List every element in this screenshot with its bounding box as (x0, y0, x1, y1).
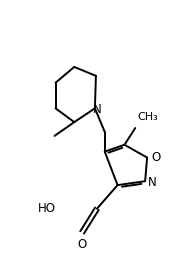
Text: O: O (151, 151, 160, 164)
Text: O: O (78, 238, 87, 251)
Text: CH₃: CH₃ (137, 112, 158, 122)
Text: HO: HO (38, 202, 56, 215)
Text: N: N (93, 103, 101, 116)
Text: N: N (148, 176, 157, 189)
